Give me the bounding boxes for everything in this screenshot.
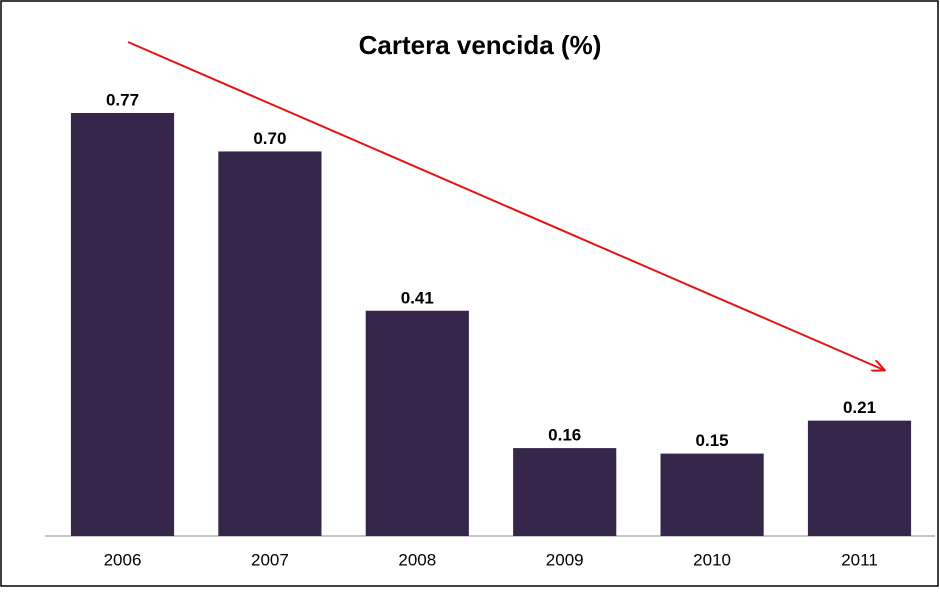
bar <box>660 453 764 536</box>
trend-arrow <box>127 41 884 370</box>
bar <box>70 113 175 536</box>
value-label: 0.70 <box>253 129 286 148</box>
bar <box>513 448 617 536</box>
bar <box>807 420 912 536</box>
bar <box>365 310 469 536</box>
chart-title: Cartera vencida (%) <box>359 30 602 60</box>
x-tick-label: 2009 <box>546 550 584 569</box>
x-tick-label: 2007 <box>251 550 289 569</box>
x-tick-label: 2006 <box>104 550 142 569</box>
x-tick-label: 2008 <box>398 550 436 569</box>
value-label: 0.15 <box>696 431 729 450</box>
value-label: 0.21 <box>843 398 876 417</box>
bar <box>218 151 322 537</box>
value-label: 0.77 <box>106 90 139 109</box>
x-tick-label: 2010 <box>693 550 731 569</box>
value-label: 0.41 <box>401 288 434 307</box>
value-label: 0.16 <box>548 426 581 445</box>
x-tick-label: 2011 <box>841 550 878 569</box>
